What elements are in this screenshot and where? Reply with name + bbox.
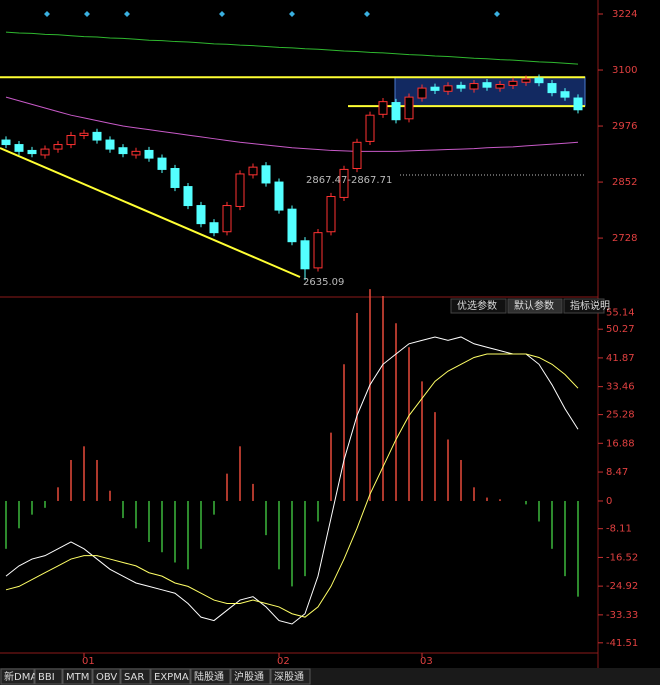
y-tick-label: 16.88	[606, 438, 635, 449]
y-tick-label: 8.47	[606, 467, 628, 478]
indicator-line	[5, 353, 579, 618]
y-tick-label: -8.11	[606, 524, 632, 535]
moving-average	[5, 31, 579, 65]
candle-body	[391, 102, 401, 121]
y-tick-label: -41.51	[606, 638, 638, 649]
y-tick-label: 50.27	[606, 324, 635, 335]
candle-body	[339, 168, 349, 198]
y-tick-label: 3100	[612, 65, 637, 76]
bottom-tab-label[interactable]: BBI	[38, 672, 55, 683]
candle-body	[482, 82, 492, 88]
y-tick-label: 25.28	[606, 410, 635, 421]
candle-body	[40, 148, 50, 156]
candle-body	[209, 222, 219, 234]
y-tick-label: 0	[606, 496, 612, 507]
y-tick-label: 2728	[612, 233, 637, 244]
candle-body	[352, 141, 362, 170]
trend-line	[0, 147, 301, 278]
bottom-tab[interactable]	[62, 668, 93, 685]
candle-body	[313, 232, 323, 269]
candle-body	[248, 166, 258, 176]
tab-label[interactable]: 指标说明	[570, 299, 610, 312]
bottom-tab-label[interactable]: 深股通	[274, 671, 304, 683]
annotation: 2635.09	[303, 277, 344, 288]
bottom-tab[interactable]	[34, 668, 63, 685]
top-markers	[44, 11, 500, 17]
candle-body	[300, 240, 310, 270]
candle-body	[560, 91, 570, 98]
candle-body	[92, 131, 102, 141]
candle-body	[417, 87, 427, 99]
candle-body	[378, 101, 388, 115]
y-tick-label: 41.87	[606, 353, 635, 364]
bottom-tab-label[interactable]: 沪股通	[234, 670, 264, 683]
x-tick-label: 02	[277, 656, 290, 667]
candle-body	[573, 97, 583, 111]
tab[interactable]	[507, 298, 563, 314]
y-tick-label: -24.92	[606, 581, 638, 592]
bottom-tab[interactable]	[0, 668, 35, 685]
indicator-line	[5, 336, 579, 625]
candle-body	[547, 83, 557, 94]
candle-body	[430, 86, 440, 91]
tab[interactable]	[450, 298, 507, 314]
x-tick-label: 03	[420, 656, 433, 667]
bottom-tab[interactable]	[150, 668, 191, 685]
candle-body	[105, 139, 115, 150]
bottom-tab-label[interactable]: 新DMA	[4, 670, 37, 683]
candle-body	[508, 80, 518, 86]
annotation: 2867.47-2867.71	[306, 175, 392, 186]
bottom-tab[interactable]	[92, 668, 121, 685]
candle-body	[261, 165, 271, 184]
candle-body	[196, 205, 206, 225]
y-tick-label: -16.52	[606, 552, 638, 563]
y-tick-label: 33.46	[606, 382, 635, 393]
bottom-tab-label[interactable]: SAR	[124, 672, 144, 683]
y-tick-label: 3224	[612, 9, 637, 20]
candle-body	[456, 84, 466, 89]
candle-body	[118, 147, 128, 155]
bottom-tab[interactable]	[120, 668, 151, 685]
moving-average	[5, 96, 579, 152]
candle-body	[495, 83, 505, 89]
y-tick-label: -33.33	[606, 610, 638, 621]
candle-body	[521, 78, 531, 83]
tab[interactable]	[563, 298, 605, 314]
y-tick-label: 2852	[612, 177, 637, 188]
candle-body	[443, 85, 453, 92]
candle-body	[183, 186, 193, 207]
candle-body	[469, 83, 479, 90]
tab-label[interactable]: 默认参数	[514, 299, 554, 312]
y-tick-label: 55.14	[606, 308, 635, 319]
candle-body	[79, 132, 89, 137]
bottom-tab[interactable]	[230, 668, 271, 685]
candle-body	[274, 181, 284, 211]
candle-body	[144, 149, 154, 159]
candle-body	[365, 114, 375, 142]
x-tick-label: 01	[82, 656, 95, 667]
bottom-tab-label[interactable]: MTM	[66, 672, 89, 683]
candle-body	[27, 149, 37, 155]
candle-body	[53, 144, 63, 150]
candle-body	[287, 208, 297, 243]
tab-label[interactable]: 优选参数	[457, 299, 497, 312]
candle-body	[1, 139, 11, 146]
candle-body	[66, 135, 76, 146]
candle-body	[222, 205, 232, 233]
candle-body	[131, 150, 141, 156]
candle-body	[326, 196, 336, 233]
bottom-tab[interactable]	[270, 668, 311, 685]
candle-body	[235, 173, 245, 207]
y-tick-label: 2976	[612, 121, 637, 132]
bottom-tab-label[interactable]: OBV	[96, 672, 117, 683]
candle-body	[404, 96, 414, 120]
candle-body	[14, 144, 24, 152]
candle-body	[170, 168, 180, 188]
bottom-tab-label[interactable]: EXPMA	[154, 672, 189, 683]
bottom-tab-label[interactable]: 陆股通	[194, 670, 224, 683]
bottom-tab[interactable]	[190, 668, 231, 685]
candle-body	[157, 157, 167, 170]
candle-body	[534, 77, 544, 84]
